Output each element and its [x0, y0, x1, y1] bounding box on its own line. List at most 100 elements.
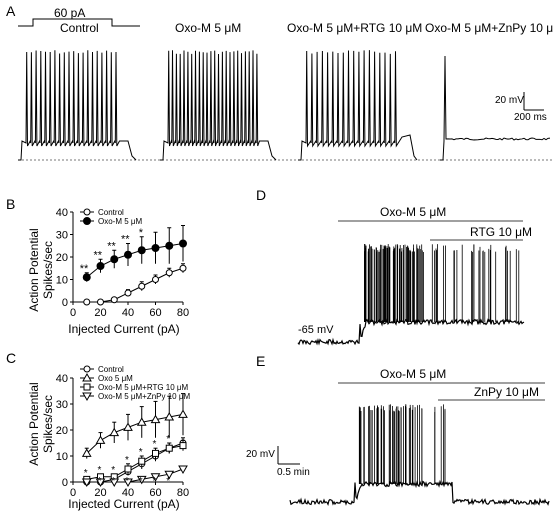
legend-marker — [82, 392, 92, 402]
data-point — [179, 442, 187, 450]
x-tick-label: 60 — [149, 487, 161, 499]
drug-label-rtg: RTG 10 μM — [470, 225, 532, 239]
data-point — [124, 250, 132, 259]
x-tick-label: 80 — [177, 487, 189, 499]
x-tick-label: 40 — [122, 487, 134, 499]
significance-star: * — [139, 447, 143, 458]
panel-b-xlabel: Injected Current (pA) — [68, 322, 179, 336]
data-point — [164, 411, 175, 421]
data-point — [178, 465, 188, 475]
panel-c-letter: C — [6, 350, 16, 366]
significance-star: ** — [107, 240, 116, 252]
panel-d-trace — [297, 244, 525, 346]
drug-label-znpy: ZnPy 10 μM — [474, 385, 539, 399]
panel-b-ylabel-2: Spikes/sec — [41, 241, 55, 299]
data-point — [151, 244, 160, 252]
significance-star: * — [98, 465, 102, 476]
x-tick-label: 0 — [70, 307, 76, 319]
data-point — [150, 414, 161, 424]
legend-marker — [83, 365, 91, 373]
data-point — [152, 276, 159, 283]
resting-potential-label: -65 mV — [298, 324, 334, 336]
data-point — [179, 264, 187, 272]
panel-c-ylabel-2: Spikes/sec — [41, 395, 55, 453]
y-tick-label: 0 — [62, 297, 68, 309]
condition-label-oxom: Oxo-M 5 μM — [175, 21, 241, 35]
significance-star: * — [153, 439, 157, 450]
y-tick-label: 0 — [62, 477, 68, 489]
legend-marker — [83, 217, 91, 225]
data-point — [136, 417, 147, 426]
panel-c-xlabel: Injected Current (pA) — [68, 497, 179, 511]
data-point — [83, 298, 91, 306]
stim-protocol — [18, 18, 140, 27]
condition-label-control: Control — [60, 21, 99, 35]
trace-condition-2 — [298, 50, 418, 161]
legend-label: Oxo 5 μM — [98, 374, 133, 383]
data-point — [81, 478, 92, 488]
data-point — [138, 457, 146, 465]
drug-label-oxom-e: Oxo-M 5 μM — [380, 367, 446, 381]
legend-label: Oxo-M 5 μM+ZnPy 10 μM — [98, 392, 190, 401]
significance-star: ** — [121, 234, 130, 246]
x-tick-label: 0 — [70, 487, 76, 499]
y-tick-label: 40 — [56, 373, 68, 385]
data-point — [123, 422, 133, 431]
legend-label: Oxo-M 5 μM+RTG 10 μM — [98, 383, 189, 392]
x-tick-label: 40 — [122, 307, 134, 319]
y-tick-label: 30 — [56, 230, 68, 242]
data-point — [150, 473, 161, 482]
panel-a-scalebar — [523, 92, 544, 111]
data-point — [110, 296, 118, 304]
data-point — [95, 478, 106, 488]
x-tick-label: 60 — [149, 307, 161, 319]
y-tick-label: 40 — [56, 207, 68, 219]
significance-star: * — [111, 465, 115, 476]
data-point — [95, 435, 106, 444]
condition-label-oxom-znpy: Oxo-M 5 μM+ZnPy 10 μM — [425, 21, 554, 35]
data-point — [109, 478, 120, 488]
data-point — [124, 289, 132, 297]
y-tick-label: 20 — [56, 425, 68, 437]
panel-e-scalebar-v: 20 mV — [246, 449, 275, 460]
significance-star: * — [125, 455, 129, 466]
significance-star: * — [166, 476, 170, 487]
significance-star: * — [125, 476, 129, 487]
membrane-trace — [289, 479, 550, 507]
data-point — [179, 239, 187, 248]
data-point — [81, 448, 92, 457]
significance-star: * — [84, 468, 88, 479]
significance-star: * — [139, 476, 143, 487]
legend-marker — [83, 208, 91, 216]
panel-e-scalebar-h: 0.5 min — [277, 467, 310, 478]
panel-d-letter: D — [256, 187, 266, 203]
data-point — [82, 273, 91, 282]
significance-star: * — [98, 476, 102, 487]
panel-b-letter: B — [6, 196, 15, 212]
x-tick-label: 80 — [177, 307, 189, 319]
panel-a-scalebar-v: 20 mV — [495, 95, 524, 106]
legend-label: Control — [98, 208, 124, 217]
data-point — [97, 298, 104, 306]
panel-c-ylabel-1: Action Potential — [27, 382, 41, 465]
legend-label: Control — [98, 365, 124, 374]
panel-a-letter: A — [6, 3, 16, 19]
data-point — [137, 246, 146, 255]
data-point — [138, 282, 146, 290]
significance-star: * — [139, 227, 144, 239]
trace-condition-3 — [440, 55, 551, 161]
data-point — [152, 449, 159, 457]
panel-a-traces — [18, 50, 551, 161]
stim-label: 60 pA — [54, 6, 85, 20]
legend-marker — [82, 372, 92, 382]
data-point — [96, 262, 105, 270]
panel-b-ylabel-1: Action Potential — [27, 228, 41, 311]
significance-star: ** — [80, 263, 89, 275]
significance-star: * — [111, 476, 115, 487]
data-point — [165, 444, 173, 452]
data-point — [136, 475, 147, 485]
